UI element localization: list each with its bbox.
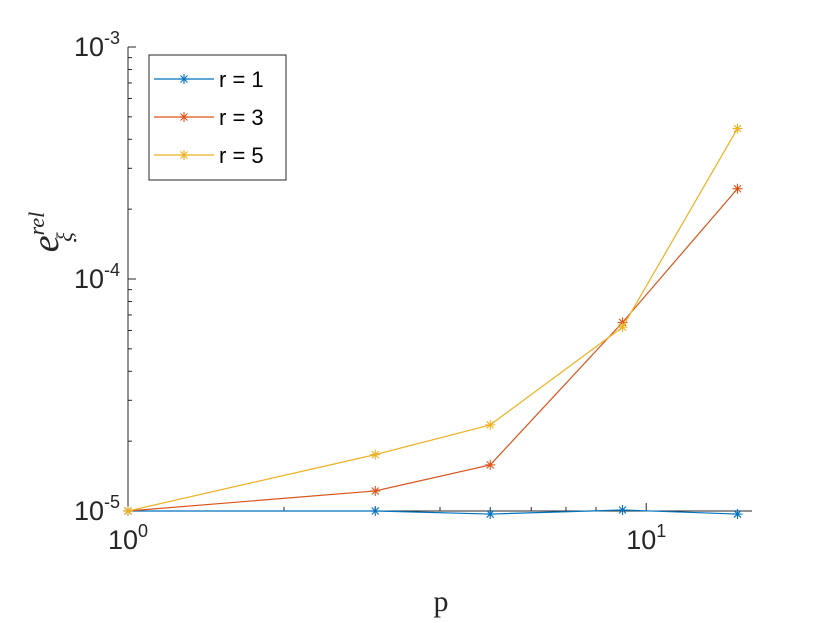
legend-label-2: r = 3 xyxy=(219,105,264,130)
legend-marker-2 xyxy=(179,112,189,122)
data-point xyxy=(732,123,743,134)
legend: r = 1 r = 3 r = 5 xyxy=(148,54,287,181)
data-point xyxy=(485,509,496,520)
y-tick-label: 10-5 xyxy=(74,492,120,526)
series-line-3 xyxy=(127,128,738,512)
y-axis-label-subscript: ξ xyxy=(52,232,77,242)
y-tick-label: 10-4 xyxy=(74,260,120,294)
legend-marker-1 xyxy=(179,74,189,84)
x-tick-label: 101 xyxy=(626,521,666,555)
data-point xyxy=(370,506,381,516)
svg-text:erelξ: erelξ xyxy=(24,212,77,253)
y-axis-label-superscript: rel xyxy=(24,212,49,236)
y-axis-label-base: e xyxy=(25,235,67,252)
data-point xyxy=(485,419,496,430)
data-point xyxy=(732,183,743,194)
data-point xyxy=(485,459,496,470)
legend-label-3: r = 5 xyxy=(219,143,264,168)
series-line-2 xyxy=(127,188,738,512)
legend-label-1: r = 1 xyxy=(219,67,264,92)
x-tick-label: 100 xyxy=(108,521,148,555)
data-point xyxy=(617,504,628,515)
data-point xyxy=(370,485,381,496)
plot-series xyxy=(123,123,743,520)
x-axis-label: p xyxy=(434,585,449,618)
y-tick-label: 10-3 xyxy=(74,28,120,62)
legend-marker-3 xyxy=(179,150,189,160)
data-point xyxy=(123,506,133,516)
data-point xyxy=(732,509,743,520)
y-axis-label: erelξ xyxy=(24,212,77,253)
data-point xyxy=(370,449,381,460)
data-point xyxy=(617,322,628,333)
